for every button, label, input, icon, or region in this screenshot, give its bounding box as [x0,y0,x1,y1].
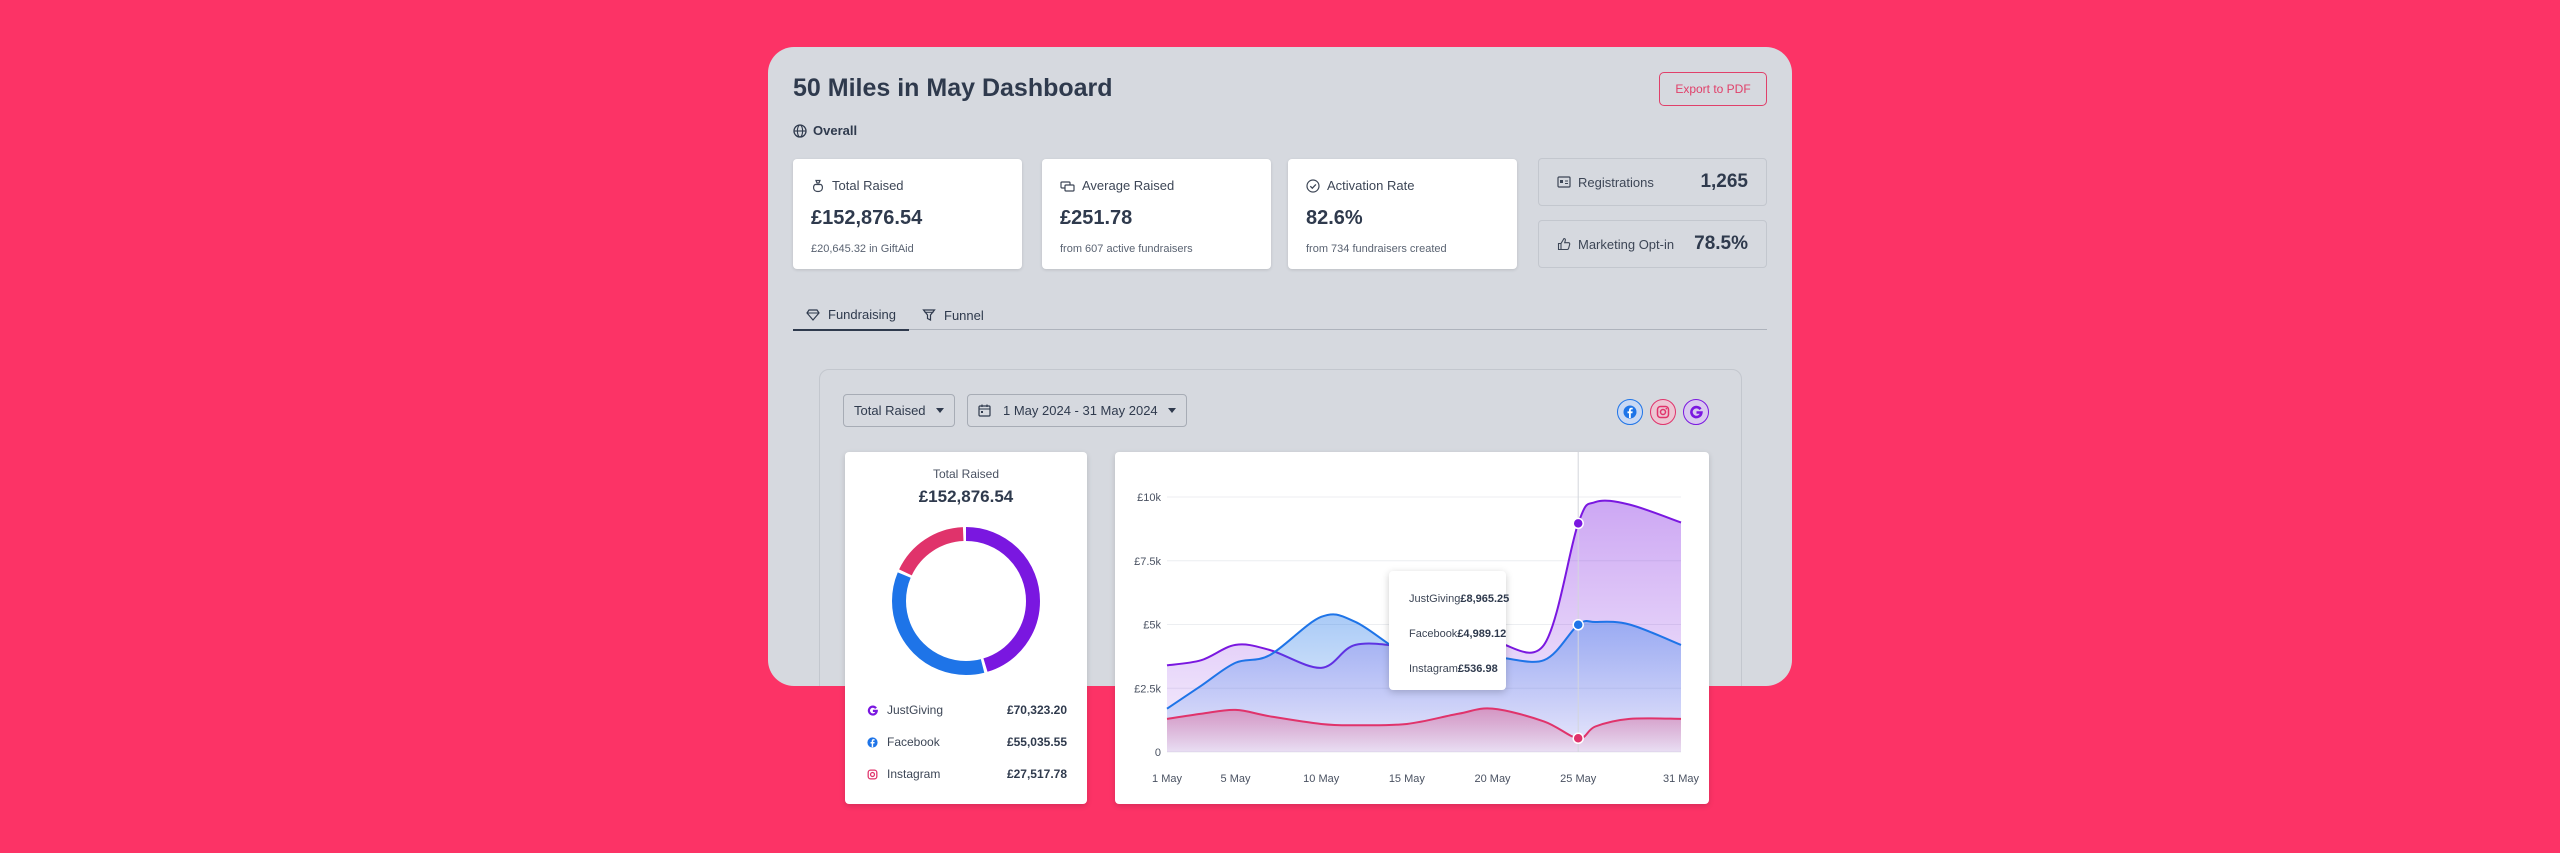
tab-label: Funnel [944,307,984,323]
x-tick-label: 20 May [1474,773,1511,785]
mini-value: 78.5% [1694,233,1748,254]
stat-sub: £20,645.32 in GiftAid [811,243,914,255]
legend-name: Facebook [887,735,940,749]
tab-fundraising[interactable]: Fundraising [793,300,909,331]
tooltip-name: Facebook [1409,627,1458,640]
stat-card-activation-rate: Activation Rate 82.6% from 734 fundraise… [1288,159,1517,269]
globe-icon [793,123,807,138]
legend-name: JustGiving [887,703,944,717]
x-tick-label: 5 May [1221,773,1251,785]
instagram-icon [1656,405,1670,419]
scope-label: Overall [813,123,858,138]
metric-dropdown[interactable]: Total Raised [843,394,955,427]
donut-slice-justgiving[interactable] [892,527,1040,675]
stat-card-total-raised: Total Raised £152,876.54 £20,645.32 in G… [793,159,1022,269]
y-tick-label: £10k [1137,492,1161,504]
donut-chart [892,527,1040,675]
legend-item-justgiving: JustGiving £70,323.20 [867,701,1067,719]
chevron-down-icon [1168,408,1176,413]
justgiving-icon [1690,405,1703,419]
chevron-down-icon [936,408,944,413]
donut-slice-facebook[interactable] [892,527,1040,675]
coins-icon [1060,180,1075,192]
legend-value: £55,035.55 [1006,735,1067,749]
donut-label: Total Raised [932,467,1000,481]
stat-label: Total Raised [832,178,904,193]
id-card-icon [1557,176,1571,188]
stat-label: Average Raised [1082,178,1175,193]
export-pdf-button[interactable]: Export to PDF [1659,72,1767,106]
money-bag-icon [813,179,823,192]
stat-sub: from 734 fundraisers created [1306,243,1447,255]
mini-label: Registrations [1578,174,1654,190]
chart-tooltip: JustGiving £8,965.25 Facebook £4,989.12 … [1389,571,1509,690]
tooltip-name: Instagram [1409,662,1458,675]
stat-value: £251.78 [1060,207,1133,229]
tooltip-row-instagram: Instagram £536.98 [1401,651,1498,686]
source-toggle-facebook[interactable] [1617,399,1643,425]
stat-sub: from 607 active fundraisers [1060,243,1193,255]
tooltip-value: £536.98 [1457,662,1498,675]
facebook-icon [1623,405,1637,419]
stat-value: £152,876.54 [811,207,923,229]
x-tick-label: 31 May [1663,773,1700,785]
tab-label: Fundraising [828,307,896,322]
tab-funnel[interactable]: Funnel [909,300,997,330]
tab-bar: Fundraising Funnel [793,300,1767,331]
justgiving-icon [867,705,878,716]
source-toggle-instagram[interactable] [1650,399,1676,425]
page-title: 50 Miles in May Dashboard [793,74,1113,102]
instagram-icon [867,769,878,779]
legend-item-instagram: Instagram £27,517.78 [867,765,1067,783]
stat-label: Activation Rate [1327,178,1415,193]
mini-label: Marketing Opt-in [1578,236,1675,252]
tooltip-value: £4,989.12 [1457,627,1507,640]
legend-value: £27,517.78 [1006,767,1067,781]
donut-chart-card: Total Raised £152,876.54 JustGiving £70,… [845,452,1087,804]
metric-value: Total Raised [854,403,926,418]
date-range-value: 1 May 2024 - 31 May 2024 [1003,403,1158,418]
y-tick-label: £5k [1143,620,1161,632]
donut-total: £152,876.54 [918,487,1014,506]
x-tick-label: 1 May [1152,773,1182,785]
check-circle-icon [1306,178,1320,193]
calendar-icon [978,404,991,417]
thumbs-up-icon [1557,237,1571,251]
mini-card-registrations: Registrations 1,265 [1538,158,1767,206]
hover-point-justgiving [1572,517,1584,530]
y-tick-label: 0 [1155,747,1161,759]
diamond-heart-icon [806,308,820,321]
tooltip-name: JustGiving [1409,592,1461,605]
area-chart-card: 0 £2.5k £5k £7.5k £10k 1 May 5 May 10 May 15 May… [1115,452,1709,804]
y-tick-label: £7.5k [1134,556,1161,568]
tooltip-row-justgiving: JustGiving £8,965.25 [1401,581,1509,616]
series-line-instagram[interactable] [1166,707,1682,740]
hover-point-instagram [1572,732,1584,745]
y-tick-label: £2.5k [1134,683,1161,695]
tooltip-value: £8,965.25 [1460,592,1510,605]
scope-selector[interactable]: Overall [793,123,857,138]
source-toggle-justgiving[interactable] [1683,399,1709,425]
hover-point-facebook [1572,619,1584,631]
facebook-icon [867,736,878,748]
stat-value: 82.6% [1306,207,1363,229]
legend-item-facebook: Facebook £55,035.55 [867,733,1067,751]
x-tick-label: 15 May [1389,773,1426,785]
funnel-icon [922,309,936,321]
date-range-picker[interactable]: 1 May 2024 - 31 May 2024 [967,394,1187,427]
mini-value: 1,265 [1700,171,1748,192]
area-fill-instagram [1167,708,1681,752]
legend-name: Instagram [887,767,941,781]
legend-value: £70,323.20 [1006,703,1067,717]
stat-card-average-raised: Average Raised £251.78 from 607 active f… [1042,159,1271,269]
x-tick-label: 25 May [1560,773,1597,785]
x-tick-label: 10 May [1303,773,1340,785]
mini-card-marketing-optin: Marketing Opt-in 78.5% [1538,220,1767,268]
tooltip-row-facebook: Facebook £4,989.12 [1401,616,1506,651]
